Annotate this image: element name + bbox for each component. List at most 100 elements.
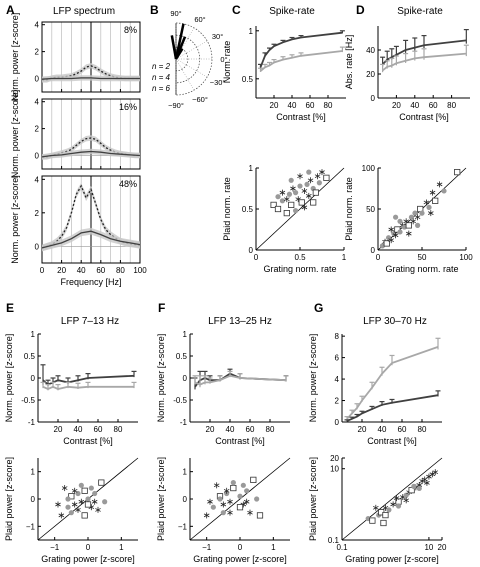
- spectrum-series-line: [41, 150, 141, 158]
- scatter-plot-f2: −1 0 1 −1 0 1 Grating power [z-score] Plaid pow…: [156, 457, 291, 564]
- scatter-point-circle: [230, 480, 236, 486]
- scatter-point-square: [98, 479, 105, 486]
- scatter-point-circle: [415, 222, 421, 228]
- scatter-point-circle: [220, 510, 226, 516]
- scatter-point-asterisk: [423, 199, 430, 206]
- asterisk-stroke: [213, 483, 220, 488]
- x-tick-label: 40: [77, 266, 86, 275]
- scatter-point-asterisk: [95, 506, 101, 513]
- x-tick-label: 100: [459, 253, 473, 262]
- x-tick-label: 80: [324, 101, 333, 110]
- asterisk-stroke: [207, 499, 213, 504]
- scatter-point-circle: [306, 169, 312, 175]
- polar-histogram: 90° 60° 30° 0° −30°−60° −90° n = 2 n = 4 n = 6: [152, 9, 228, 110]
- series-line: [346, 346, 439, 420]
- scatter-point-asterisk: [58, 512, 65, 519]
- scatter-point-circle: [304, 181, 310, 187]
- y-tick-label: 0: [371, 94, 376, 103]
- y-tick-label: 2: [35, 209, 40, 218]
- asterisk-stroke: [436, 182, 443, 187]
- scatter-point-asterisk: [403, 497, 409, 504]
- scatter-point-circle: [401, 224, 407, 230]
- scatter-point-circle: [393, 214, 399, 220]
- scatter-point-circle: [379, 243, 385, 249]
- scatter-point-circle: [411, 483, 417, 489]
- x-tick-label: 0: [238, 543, 243, 552]
- identity-line: [189, 457, 291, 541]
- x-tick-label: 40: [74, 425, 83, 434]
- contrast-plot-f1: 20 40 60 80 -1 -0.5 0 0.5 1 Contrast [%] Norm. pow…: [156, 330, 290, 446]
- asterisk-stroke: [297, 174, 303, 179]
- scatter-point-circle: [68, 510, 74, 516]
- scatter-point-square: [84, 501, 92, 508]
- x-tick-label: 0: [40, 266, 45, 275]
- scatter-point-circle: [244, 488, 250, 494]
- x-tick-label: 60: [429, 101, 438, 110]
- polar-ring-label: n = 4: [152, 73, 171, 82]
- x-axis-label: Contrast [%]: [63, 436, 113, 446]
- panel-letter-c: C: [232, 3, 241, 17]
- scatter-point-asterisk: [426, 473, 432, 480]
- scatter-point-circle: [441, 188, 447, 194]
- scatter-point-asterisk: [429, 189, 436, 196]
- spectrum-a3: 0 20 40 60 80 100 0 2 4 Frequency [Hz] Norm. power…: [10, 175, 147, 287]
- x-axis-label: Contrast [%]: [367, 436, 417, 446]
- y-tick-label: 0: [183, 374, 188, 383]
- y-tick-label: −1: [26, 522, 36, 531]
- spectrum-a1: 0 2 4 Norm. power [z-score] 8%: [10, 13, 141, 101]
- x-tick-label: 20: [206, 425, 215, 434]
- y-tick-label: -1: [180, 418, 188, 427]
- asterisk-stroke: [432, 470, 439, 475]
- y-axis-label: Plaid norm. rate: [344, 177, 354, 241]
- polar-angle-label: −30°: [210, 78, 226, 87]
- scatter-point-square: [382, 511, 389, 519]
- asterisk-stroke: [414, 215, 421, 220]
- scatter-point-asterisk: [392, 232, 399, 239]
- asterisk-stroke: [307, 178, 314, 183]
- x-tick-label: 40: [288, 101, 297, 110]
- scatter-point-asterisk: [227, 509, 233, 516]
- scatter-point-circle: [288, 177, 294, 183]
- scatter-point-asterisk: [227, 498, 233, 505]
- scatter-point-circle: [316, 180, 322, 186]
- x-tick-label: 1: [342, 253, 347, 262]
- scatter-point-asterisk: [429, 471, 436, 478]
- spectrum-a2: 0 2 4 Norm. power [z-score] 16%: [10, 90, 141, 179]
- asterisk-stroke: [95, 508, 101, 512]
- scatter-point-asterisk: [223, 487, 230, 494]
- scatter-point-circle: [279, 198, 285, 204]
- y-axis-label: Norm. power [z-score]: [10, 90, 20, 179]
- scatter-point-square: [270, 201, 277, 208]
- polar-ring-label: n = 2: [152, 62, 171, 71]
- x-tick-label: 0: [254, 253, 259, 262]
- panel-letter-g: G: [314, 301, 323, 315]
- y-tick-label: 0: [35, 152, 40, 161]
- scatter-point-square: [383, 240, 390, 247]
- y-tick-label: 0.1: [328, 536, 340, 545]
- y-tick-label: 0.5: [242, 75, 254, 84]
- x-tick-label: 100: [133, 266, 147, 275]
- title-c: Spike-rate: [269, 6, 315, 17]
- asterisk-stroke: [91, 499, 98, 504]
- scatter-point-square: [432, 197, 439, 204]
- x-tick-label: 60: [306, 101, 315, 110]
- contrast-annotation: 16%: [119, 102, 137, 112]
- series-line: [381, 39, 467, 66]
- x-tick-label: 80: [447, 101, 456, 110]
- x-tick-label: −1: [50, 543, 60, 552]
- scatter-point-circle: [419, 210, 425, 216]
- scatter-point-asterisk: [71, 487, 78, 494]
- y-tick-label: 10: [330, 465, 339, 474]
- y-tick-label: 0.5: [176, 352, 188, 361]
- x-tick-label: 20: [438, 543, 447, 552]
- x-tick-label: 0: [376, 253, 381, 262]
- asterisk-stroke: [247, 510, 253, 515]
- y-tick-label: 40: [366, 46, 375, 55]
- scatter-point-asterisk: [406, 230, 412, 237]
- contrast-annotation: 8%: [124, 25, 137, 35]
- y-axis-label: Norm. power [z-score]: [10, 175, 20, 264]
- x-tick-label: 60: [94, 425, 103, 434]
- scatter-point-asterisk: [91, 498, 98, 505]
- asterisk-stroke: [220, 502, 227, 507]
- chart-panels: 0 2 4 Norm. power [z-score] 8% 0 2 4 Norm. power…: [4, 9, 473, 564]
